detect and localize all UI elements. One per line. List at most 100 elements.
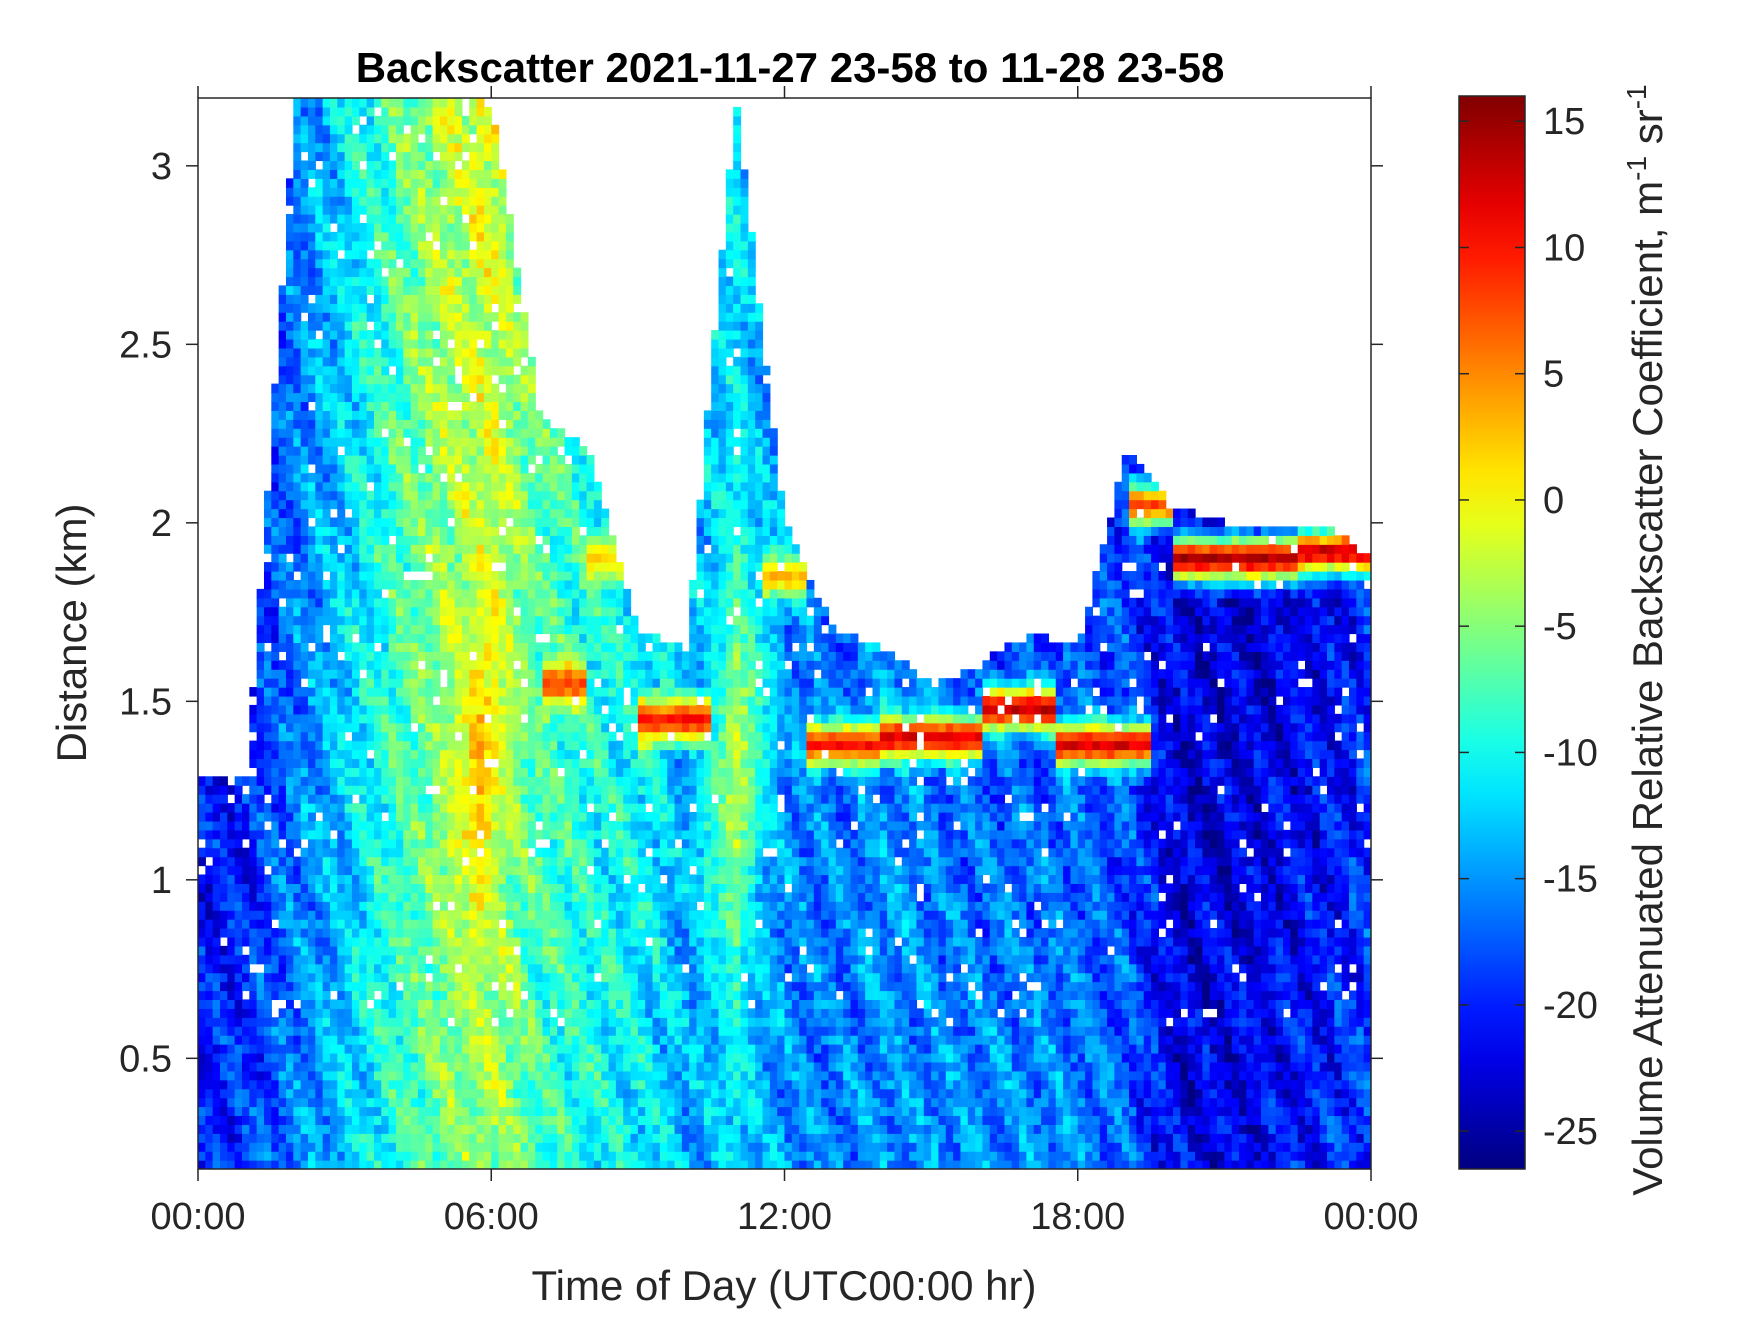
heatmap-cell <box>410 695 419 706</box>
heatmap-cell <box>300 794 309 804</box>
heatmap-cell <box>513 794 522 804</box>
heatmap-cell <box>329 419 338 429</box>
heatmap-cell <box>513 803 522 813</box>
heatmap-cell <box>520 892 529 902</box>
heatmap-cell <box>461 847 470 858</box>
heatmap-cell <box>520 383 529 394</box>
heatmap-cell <box>395 1142 404 1152</box>
heatmap-cell <box>476 115 485 126</box>
heatmap-cell <box>285 499 294 510</box>
heatmap-cell <box>439 981 448 992</box>
heatmap-cell <box>417 508 426 519</box>
heatmap-cell <box>542 901 551 911</box>
heatmap-cell <box>344 1061 353 1072</box>
heatmap-cell <box>344 633 353 644</box>
heatmap-cell <box>293 704 302 715</box>
heatmap-cell <box>278 490 287 501</box>
heatmap-cell <box>300 571 309 581</box>
heatmap-cell <box>491 383 500 394</box>
heatmap-cell <box>513 1124 522 1134</box>
heatmap-cell <box>542 803 551 813</box>
heatmap-cell <box>557 544 566 554</box>
heatmap-cell <box>425 749 434 760</box>
heatmap-cell <box>351 365 360 376</box>
heatmap-cell <box>329 249 338 260</box>
heatmap-cell <box>388 205 397 215</box>
heatmap-cell <box>300 526 309 536</box>
heatmap-cell <box>351 651 360 661</box>
heatmap-cell <box>329 410 338 420</box>
heatmap-cell <box>498 392 507 403</box>
heatmap-cell <box>564 437 573 447</box>
heatmap-cell <box>461 169 470 179</box>
heatmap-cell <box>293 98 302 108</box>
heatmap-cell <box>300 160 309 171</box>
heatmap-cell <box>513 571 522 581</box>
heatmap-cell <box>198 936 206 947</box>
heatmap-cell <box>344 803 353 813</box>
heatmap-cell <box>329 651 338 661</box>
heatmap-cell <box>461 687 470 697</box>
heatmap-cell <box>425 936 434 947</box>
heatmap-cell <box>234 990 243 1001</box>
heatmap-cell <box>241 1124 250 1134</box>
heatmap-cell <box>571 651 580 661</box>
heatmap-cell <box>373 526 382 536</box>
heatmap-cell <box>491 597 500 608</box>
heatmap-cell <box>322 1044 331 1054</box>
heatmap-cell <box>322 936 331 947</box>
heatmap-cell <box>300 472 309 483</box>
heatmap-cell <box>300 722 309 733</box>
heatmap-cell <box>337 1115 346 1125</box>
heatmap-cell <box>249 874 258 885</box>
heatmap-cell <box>498 455 507 465</box>
heatmap-cell <box>513 910 522 920</box>
heatmap-cell <box>263 1008 272 1018</box>
heatmap-cell <box>263 1160 272 1169</box>
heatmap-cell <box>285 187 294 197</box>
heatmap-cell <box>513 713 522 724</box>
heatmap-cell <box>527 651 536 661</box>
heatmap-cell <box>454 267 463 278</box>
heatmap-cell <box>571 892 580 902</box>
heatmap-cell <box>505 597 514 608</box>
heatmap-cell <box>395 812 404 822</box>
heatmap-cell <box>476 508 485 519</box>
heatmap-cell <box>263 633 272 644</box>
heatmap-cell <box>432 856 441 867</box>
heatmap-cell <box>476 1097 485 1108</box>
heatmap-cell <box>373 785 382 795</box>
heatmap-cell <box>410 285 419 295</box>
heatmap-cell <box>256 615 265 626</box>
heatmap-cell <box>425 1044 434 1054</box>
heatmap-cell <box>483 446 492 456</box>
heatmap-cell <box>388 847 397 858</box>
heatmap-cell <box>300 1088 309 1099</box>
heatmap-cell <box>520 803 529 813</box>
heatmap-cell <box>344 579 353 590</box>
heatmap-cell <box>249 1133 258 1143</box>
heatmap-cell <box>351 803 360 813</box>
heatmap-cell <box>212 1088 221 1099</box>
heatmap-cell <box>549 812 558 822</box>
heatmap-cell <box>571 588 580 599</box>
heatmap-cell <box>337 187 346 197</box>
heatmap-cell <box>381 695 390 706</box>
heatmap-cell <box>557 892 566 902</box>
heatmap-cell <box>454 481 463 492</box>
heatmap-cell <box>476 455 485 465</box>
heatmap-cell <box>359 1088 368 1099</box>
heatmap-cell <box>476 1061 485 1072</box>
heatmap-cell <box>454 222 463 233</box>
heatmap-cell <box>476 222 485 233</box>
heatmap-cell <box>271 892 280 902</box>
heatmap-cell <box>337 106 346 117</box>
heatmap-cell <box>410 553 419 563</box>
heatmap-cell <box>425 455 434 465</box>
heatmap-cell <box>417 892 426 902</box>
heatmap-cell <box>359 954 368 965</box>
heatmap-cell <box>271 615 280 626</box>
heatmap-cell <box>337 205 346 215</box>
heatmap-cell <box>410 624 419 635</box>
heatmap-cell <box>476 812 485 822</box>
